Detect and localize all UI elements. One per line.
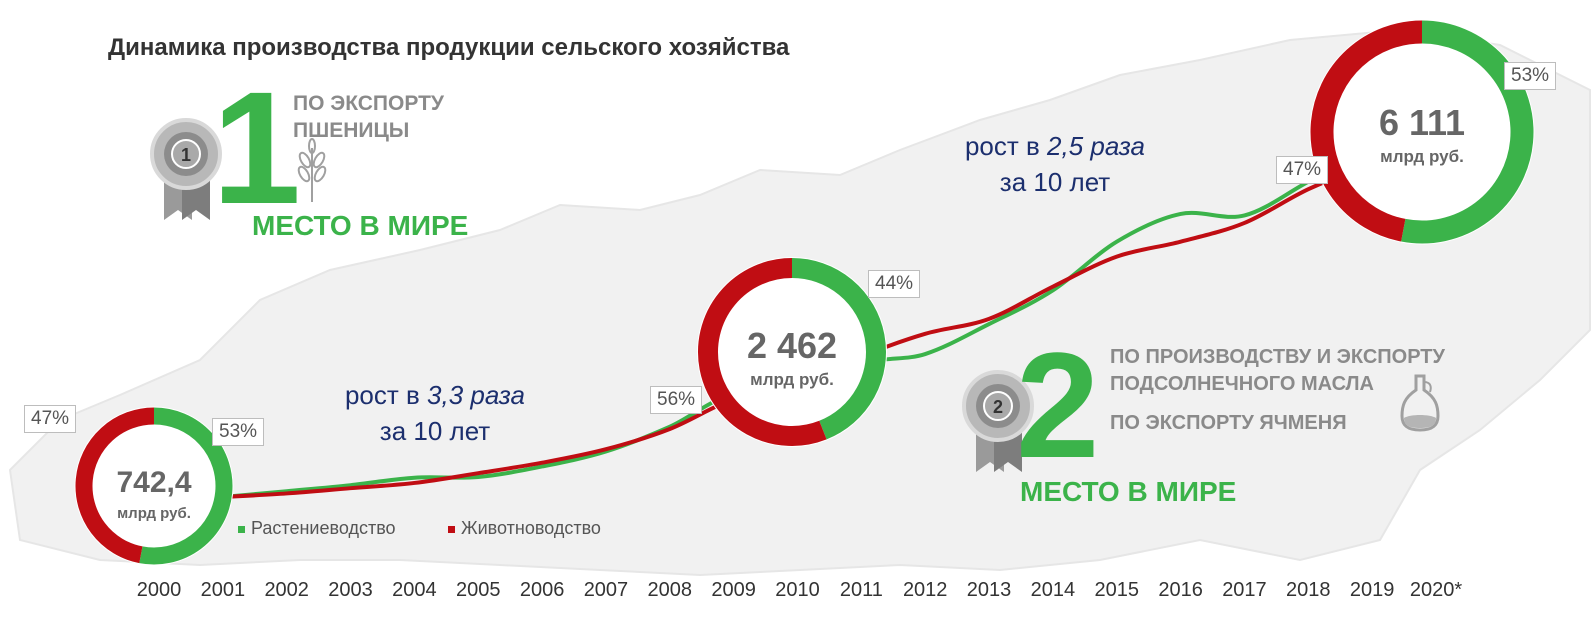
total-2020-value: 6 111 xyxy=(1378,102,1466,143)
x-tick-label: 2004 xyxy=(392,579,437,601)
donut-background xyxy=(74,406,234,566)
x-tick-label: 2012 xyxy=(902,579,948,601)
rank2-number: 2 xyxy=(1016,321,1100,489)
x-tick-label: 2018 xyxy=(1286,579,1331,601)
donut-slice-livestock xyxy=(698,258,827,446)
rank1-number: 1 xyxy=(212,58,301,237)
legend-item-crops: Растениеводство xyxy=(238,518,396,539)
donut-slice-crops xyxy=(1401,20,1534,244)
donut-slice-livestock xyxy=(75,407,155,564)
growth-1-prefix: рост в xyxy=(344,380,428,410)
growth-note-2010-2020: рост в 2,5 раза за 10 лет xyxy=(945,128,1165,200)
rank2-caption-extra: ПО ЭКСПОРТУ ЯЧМЕНЯ xyxy=(1110,412,1347,434)
rank2-place: МЕСТО В МИРЕ xyxy=(1020,476,1237,507)
growth-1-factor: 3,3 раза xyxy=(427,380,526,410)
medal-2-icon: 2 xyxy=(962,370,1034,472)
growth-note-2000-2010: рост в 3,3 раза за 10 лет xyxy=(325,377,545,449)
growth-1-period: за 10 лет xyxy=(379,416,491,446)
rank1-caption-line2: ПШЕНИЦЫ xyxy=(293,119,410,142)
svg-text:1: 1 xyxy=(181,145,191,165)
share-2010-livestock: 56% xyxy=(650,386,703,414)
share-2020-crops: 53% xyxy=(1504,62,1557,90)
x-tick-label: 2005 xyxy=(456,579,501,601)
medal-1-icon: 1 xyxy=(150,118,222,220)
oil-bottle-icon xyxy=(1400,374,1440,432)
x-tick-label: 2016 xyxy=(1158,579,1203,601)
legend-label-crops: Растениеводство xyxy=(251,518,396,538)
share-2020-livestock: 47% xyxy=(1276,156,1329,184)
share-2000-crops: 53% xyxy=(212,418,265,446)
x-tick-label: 2017 xyxy=(1222,579,1267,601)
growth-2-period: за 10 лет xyxy=(999,167,1111,197)
total-2000-value: 742,4 xyxy=(116,466,192,499)
rank2-caption: ПО ПРОИЗВОДСТВУ И ЭКСПОРТУ ПОДСОЛНЕЧНОГО… xyxy=(1110,344,1445,398)
x-tick-label: 2008 xyxy=(647,579,693,601)
donut-background xyxy=(1309,19,1535,245)
rank1-place: МЕСТО В МИРЕ xyxy=(252,210,469,241)
rank1-caption: ПО ЭКСПОРТУ ПШЕНИЦЫ xyxy=(293,90,444,144)
x-tick-label: 2002 xyxy=(264,579,309,601)
wheat-icon xyxy=(297,138,327,202)
legend-label-livestock: Животноводство xyxy=(461,518,601,538)
x-tick-label: 2019 xyxy=(1349,579,1395,601)
rank1-caption-line1: ПО ЭКСПОРТУ xyxy=(293,92,444,115)
x-tick-label: 2013 xyxy=(966,579,1012,601)
growth-2-prefix: рост в xyxy=(964,131,1048,161)
rank2-caption-line1: ПО ПРОИЗВОДСТВУ И ЭКСПОРТУ xyxy=(1110,346,1445,368)
total-2000-unit: млрд руб. xyxy=(117,505,191,522)
x-tick-label: 2001 xyxy=(200,579,246,601)
legend-swatch-livestock xyxy=(448,525,455,533)
page-title: Динамика производства продукции сельског… xyxy=(108,34,790,61)
donut-slice-crops xyxy=(791,258,886,440)
x-tick-label: 2000 xyxy=(136,579,182,601)
x-tick-label: 2014 xyxy=(1030,579,1076,601)
x-tick-label: 2020* xyxy=(1409,579,1463,601)
donut-slice-crops xyxy=(139,407,233,565)
donut-slice-livestock xyxy=(1310,20,1423,242)
x-tick-label: 2007 xyxy=(583,579,629,601)
donut-background xyxy=(697,257,887,447)
growth-2-factor: 2,5 раза xyxy=(1047,131,1146,161)
legend-swatch-crops xyxy=(238,525,245,533)
x-tick-label: 2006 xyxy=(519,579,565,601)
x-tick-label: 2009 xyxy=(711,579,756,601)
legend-item-livestock: Животноводство xyxy=(448,518,601,539)
svg-text:2: 2 xyxy=(993,397,1003,417)
total-2020-unit: млрд руб. xyxy=(1380,147,1464,166)
x-tick-label: 2010 xyxy=(775,579,820,601)
share-2010-crops: 44% xyxy=(868,270,921,298)
x-tick-label: 2015 xyxy=(1094,579,1140,601)
x-tick-label: 2011 xyxy=(839,579,883,601)
share-2000-livestock: 47% xyxy=(24,405,77,433)
total-2010-unit: млрд руб. xyxy=(750,370,834,389)
rank2-caption-line2: ПОДСОЛНЕЧНОГО МАСЛА xyxy=(1110,373,1375,395)
total-2010-value: 2 462 xyxy=(746,325,838,366)
x-tick-label: 2003 xyxy=(328,579,373,601)
